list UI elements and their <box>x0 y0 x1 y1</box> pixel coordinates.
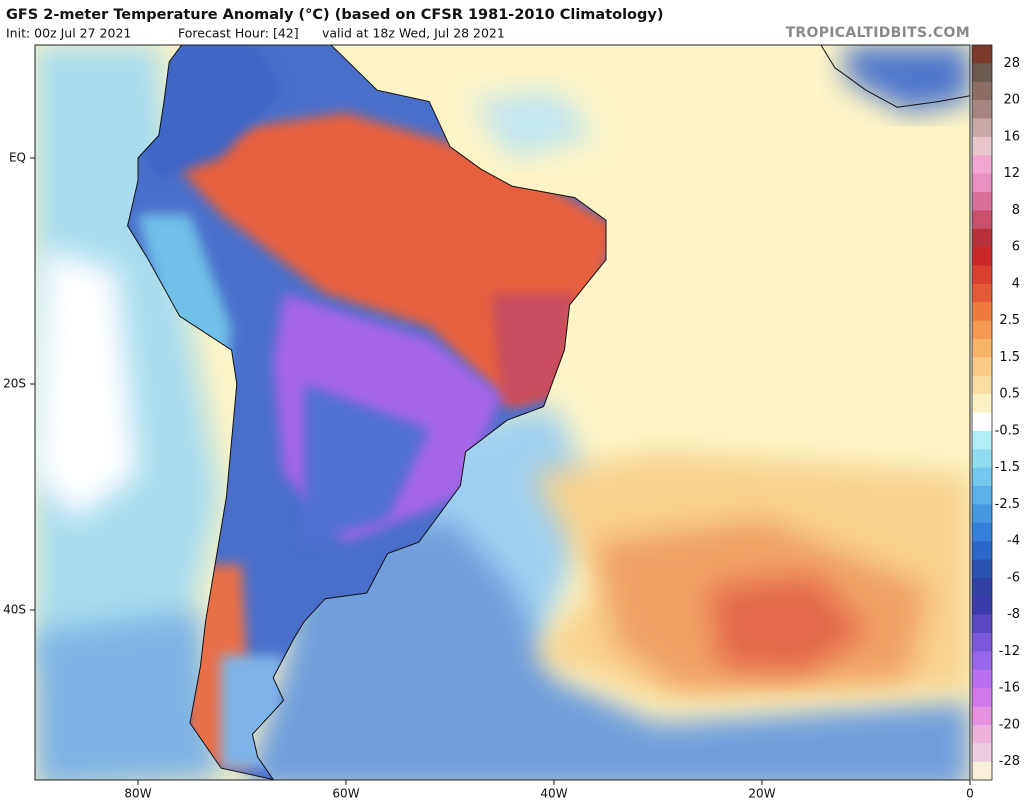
colorbar-band <box>972 633 992 652</box>
colorbar-band <box>972 669 992 689</box>
lon-label: 40W <box>540 787 567 800</box>
colorbar-band <box>972 173 992 193</box>
lat-label: 20S <box>3 377 26 391</box>
colorbar-band <box>972 541 992 560</box>
lon-label: 20W <box>748 787 775 800</box>
coastline <box>820 45 970 108</box>
colorbar-band <box>972 45 992 64</box>
init-time: Init: 00z Jul 27 2021 <box>6 26 131 41</box>
colorbar-label: -16 <box>999 681 1020 696</box>
colorbar-band <box>972 63 992 83</box>
lat-label: EQ <box>9 151 26 165</box>
site-name: TROPICALTIDBITS.COM <box>786 25 970 41</box>
colorbar-band <box>972 412 992 432</box>
colorbar-band <box>972 449 992 469</box>
colorbar-band <box>972 357 992 377</box>
title: GFS 2-meter Temperature Anomaly (°C) (ba… <box>6 7 663 23</box>
colorbar-label: 28 <box>1003 56 1020 71</box>
lon-label: 80W <box>124 787 151 800</box>
field-region <box>304 384 430 543</box>
colorbar-band <box>972 614 992 634</box>
colorbar-band <box>972 118 992 138</box>
field-region <box>35 248 138 520</box>
colorbar-band <box>972 100 992 119</box>
colorbar-label: -28 <box>999 754 1020 769</box>
colorbar-band <box>972 81 992 101</box>
field-region <box>245 519 970 780</box>
colorbar-band <box>972 320 992 340</box>
colorbar-band <box>972 706 992 726</box>
colorbar-band <box>972 394 992 413</box>
map-frame <box>34 44 971 781</box>
colorbar-label: 12 <box>1003 166 1020 181</box>
field-region <box>710 576 866 673</box>
colorbar-band <box>972 467 992 487</box>
colorbar-label: 20 <box>1003 93 1020 108</box>
colorbar-band <box>972 688 992 707</box>
colorbar-band <box>972 155 992 175</box>
colorbar-band <box>972 228 992 248</box>
colorbar-band <box>972 247 992 266</box>
colorbar-band <box>972 339 992 358</box>
colorbar-label: -12 <box>999 644 1020 659</box>
colorbar-label: -8 <box>1007 607 1020 622</box>
colorbar-band <box>972 651 992 671</box>
colorbar-label: -6 <box>1007 570 1020 585</box>
colorbar-band <box>972 283 992 303</box>
colorbar-label: 8 <box>1012 203 1020 218</box>
forecast-hour: Forecast Hour: [42] <box>178 26 299 41</box>
colorbar-label: -2.5 <box>995 497 1020 512</box>
colorbar-label: -4 <box>1007 534 1020 549</box>
lat-label: 40S <box>3 603 26 617</box>
coastline <box>127 45 607 780</box>
colorbar-band <box>972 430 992 450</box>
colorbar-band <box>972 577 992 597</box>
colorbar-label: 16 <box>1003 129 1020 144</box>
lon-label: 60W <box>332 787 359 800</box>
colorbar-band <box>972 210 992 230</box>
colorbar-band <box>972 522 992 542</box>
colorbar-label: -20 <box>999 717 1020 732</box>
field-region <box>470 90 596 158</box>
colorbar-band <box>972 559 992 579</box>
colorbar-band <box>972 724 992 744</box>
colorbar-band <box>972 761 992 781</box>
valid-time: valid at 18z Wed, Jul 28 2021 <box>322 26 505 41</box>
colorbar-band <box>972 136 992 156</box>
colorbar-band <box>972 192 992 211</box>
colorbar-label: 1.5 <box>999 350 1020 365</box>
colorbar-band <box>972 504 992 524</box>
colorbar-band <box>972 596 992 616</box>
field-region <box>35 610 222 780</box>
colorbar-band <box>972 375 992 395</box>
colorbar-label: 6 <box>1012 240 1020 255</box>
colorbar-frame <box>971 44 993 781</box>
map <box>35 45 970 780</box>
colorbar-band <box>972 486 992 505</box>
colorbar-label: -0.5 <box>995 423 1020 438</box>
colorbar-band <box>972 265 992 285</box>
colorbar-label: -1.5 <box>995 460 1020 475</box>
colorbar-label: 0.5 <box>999 387 1020 402</box>
colorbar: 28 20 16 12 8 6 4 2.5 1.5 0.5 -0.5 -1.5 -2.5 -4 -6 -8 -1… <box>971 44 1020 781</box>
lon-label: 0 <box>966 787 974 800</box>
colorbar-band <box>972 302 992 322</box>
colorbar-label: 4 <box>1012 276 1020 291</box>
colorbar-label: 2.5 <box>999 313 1020 328</box>
colorbar-band <box>972 743 992 763</box>
